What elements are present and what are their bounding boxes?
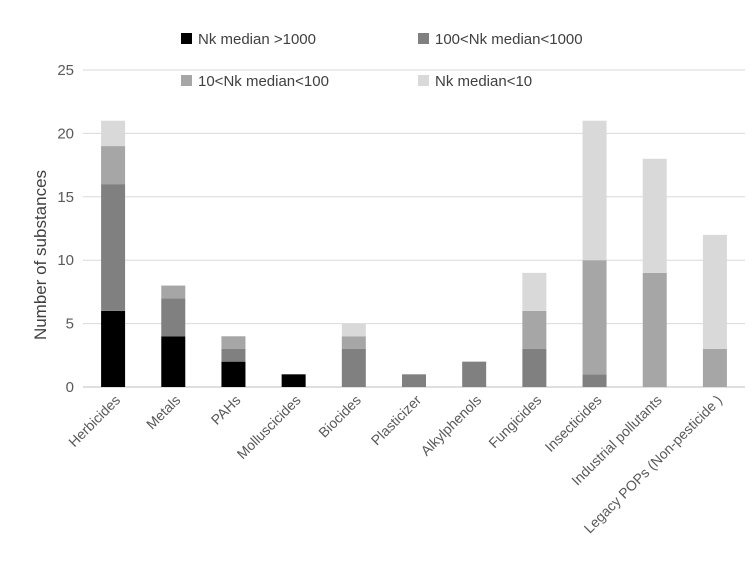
bar-segment [161, 336, 186, 387]
bars [101, 120, 727, 387]
legend-label: Nk median<10 [435, 73, 532, 90]
x-tick-label: Molluscicides [234, 392, 304, 462]
x-tick-label: Fungicides [485, 392, 544, 451]
bar-segment [642, 158, 667, 273]
y-tick-label: 15 [57, 189, 74, 206]
legend-swatch [418, 75, 429, 86]
x-tick-label: Biocides [315, 392, 364, 441]
x-tick-label: Alkylphenols [417, 392, 484, 459]
bar-segment [702, 234, 727, 349]
bar-segment [582, 374, 607, 387]
x-tick-label: Insecticides [542, 392, 605, 455]
bar-segment [101, 146, 126, 185]
bar-segment [582, 120, 607, 261]
bar-segment [161, 298, 186, 337]
bar-segment [281, 374, 306, 387]
legend-label: Nk median >1000 [198, 31, 316, 48]
x-tick-label: Herbicides [65, 392, 123, 450]
y-tick-label: 10 [57, 252, 74, 269]
y-tick-label: 20 [57, 125, 74, 142]
bar-segment [221, 361, 246, 387]
bar-segment [702, 348, 727, 387]
x-tick-label: PAHs [208, 392, 244, 428]
bar-segment [221, 336, 246, 349]
y-tick-label: 5 [66, 316, 74, 333]
bar-segment [341, 323, 366, 337]
x-tick-label: Plasticizer [368, 392, 425, 449]
y-tick-label: 0 [66, 379, 74, 396]
bar-segment [642, 272, 667, 387]
legend: Nk median >1000 100<Nk median<1000 10<Nk m… [181, 31, 583, 90]
bar-segment [341, 336, 366, 349]
bar-segment [402, 374, 426, 387]
y-axis-ticks: 0 5 10 15 20 25 [57, 62, 74, 396]
legend-label: 100<Nk median<1000 [435, 31, 583, 48]
y-tick-label: 25 [57, 62, 74, 79]
y-axis-title: Number of substances [31, 170, 50, 340]
bar-segment [341, 348, 366, 387]
bar-segment [101, 310, 126, 387]
bar-segment [101, 120, 126, 147]
x-tick-label: Metals [143, 392, 183, 432]
bar-segment [522, 348, 547, 387]
legend-swatch [181, 75, 192, 86]
legend-swatch [181, 33, 192, 44]
bar-segment [522, 310, 547, 349]
legend-swatch [418, 33, 429, 44]
bar-segment [221, 348, 246, 362]
bar-segment [161, 285, 186, 299]
bar-segment [522, 272, 547, 311]
bar-segment [582, 260, 607, 375]
bar-segment [101, 184, 126, 311]
legend-label: 10<Nk median<100 [198, 73, 329, 90]
gridlines [83, 69, 745, 388]
bar-segment [462, 361, 487, 387]
